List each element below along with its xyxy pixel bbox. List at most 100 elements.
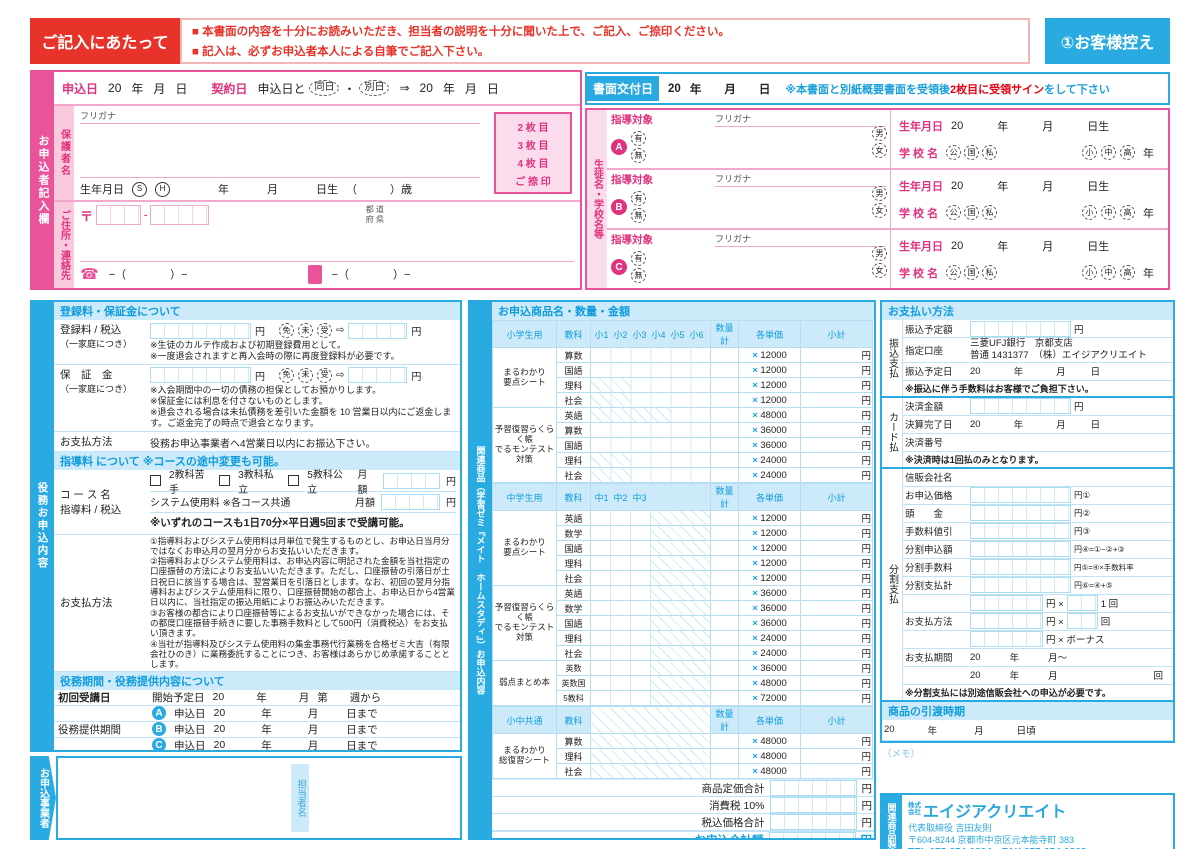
qty-total-cell[interactable] xyxy=(710,690,739,706)
qty-total-cell[interactable] xyxy=(710,585,739,601)
birth-year-field[interactable]: 年 xyxy=(997,120,1009,133)
qty-total-cell[interactable] xyxy=(710,392,739,408)
grade-qty-cells[interactable] xyxy=(590,540,711,556)
exempt-option[interactable]: 免 xyxy=(279,367,294,383)
qty-total-cell[interactable] xyxy=(710,437,739,453)
grade-qty-cells[interactable] xyxy=(590,555,711,571)
qty-total-cell[interactable] xyxy=(710,377,739,393)
inst-discount-field[interactable] xyxy=(970,523,1071,540)
contract-year-field[interactable]: 年 xyxy=(442,81,455,96)
female-option[interactable]: 女 xyxy=(872,263,887,278)
inst-method-count-1[interactable] xyxy=(1066,595,1098,612)
subtotal-cell[interactable]: 円 xyxy=(800,585,873,601)
qty-total-cell[interactable] xyxy=(710,347,739,363)
inst-fee-field[interactable] xyxy=(970,559,1071,576)
apply-year-field[interactable]: 年 xyxy=(131,81,144,96)
guardian-birth-day[interactable]: 日生 xyxy=(316,184,338,196)
qty-total-cell[interactable] xyxy=(710,540,739,556)
qty-total-cell[interactable] xyxy=(710,407,739,423)
different-day-option[interactable]: 別日 xyxy=(359,80,390,96)
guardian-birth-month[interactable]: 月 xyxy=(267,184,278,196)
course-3subject-checkbox[interactable] xyxy=(219,475,231,486)
received-option[interactable]: 受 xyxy=(317,367,332,383)
qty-total-cell[interactable] xyxy=(710,733,739,749)
birth-year-field[interactable]: 年 xyxy=(997,180,1009,193)
level-elementary-option[interactable]: 小 xyxy=(1082,145,1097,160)
female-option[interactable]: 女 xyxy=(872,203,887,218)
subtotal-cell[interactable]: 円 xyxy=(800,690,873,706)
male-option[interactable]: 男 xyxy=(872,186,887,201)
subtotal-cell[interactable]: 円 xyxy=(800,377,873,393)
exempt-option[interactable]: 免 xyxy=(279,323,294,338)
period-year-field[interactable]: 年 xyxy=(261,723,272,736)
subtotal-cell[interactable]: 円 xyxy=(800,422,873,438)
school-private-option[interactable]: 私 xyxy=(982,145,998,160)
subtotal-cell[interactable]: 円 xyxy=(800,525,873,541)
apply-day-field[interactable]: 日 xyxy=(175,81,188,96)
school-public-option[interactable]: 公 xyxy=(946,205,962,220)
delivery-year-field[interactable]: 年 xyxy=(927,725,938,737)
tax-field[interactable] xyxy=(769,797,857,813)
postal-code-field-2[interactable] xyxy=(150,205,210,225)
grade-qty-cells[interactable] xyxy=(590,525,711,541)
grade-qty-cells[interactable] xyxy=(590,510,711,526)
grade-qty-cells[interactable] xyxy=(590,422,711,438)
start-year-field[interactable]: 年 xyxy=(256,691,267,704)
card-day-field[interactable]: 日 xyxy=(1090,420,1101,432)
period-year-field[interactable]: 年 xyxy=(261,707,272,720)
qty-total-cell[interactable] xyxy=(710,660,739,676)
era-showa-option[interactable]: S xyxy=(132,181,147,197)
bank-month-field[interactable]: 月 xyxy=(1056,367,1066,379)
qty-total-cell[interactable] xyxy=(710,452,739,468)
grade-qty-cells[interactable] xyxy=(590,690,711,706)
tax-total-field[interactable] xyxy=(769,814,857,830)
subtotal-cell[interactable]: 円 xyxy=(800,392,873,408)
inst-price-field[interactable] xyxy=(970,487,1071,504)
grade-qty-cells[interactable] xyxy=(590,362,711,378)
level-elementary-option[interactable]: 小 xyxy=(1082,205,1097,220)
postal-code-field-1[interactable] xyxy=(96,205,142,225)
grade-qty-cells[interactable] xyxy=(590,467,711,483)
start-month-field[interactable]: 月 xyxy=(298,691,310,704)
subtotal-cell[interactable]: 円 xyxy=(800,362,873,378)
contract-month-field[interactable]: 月 xyxy=(464,81,477,96)
qty-total-cell[interactable] xyxy=(710,675,739,691)
delivery-month-field[interactable]: 月 xyxy=(974,725,984,737)
target-no-option[interactable]: 無 xyxy=(631,268,646,283)
inst-p2-year[interactable]: 年 xyxy=(1009,671,1020,683)
deposit-amount-field[interactable] xyxy=(150,367,251,383)
subtotal-cell[interactable]: 円 xyxy=(800,748,873,764)
birth-year-field[interactable]: 年 xyxy=(997,240,1009,253)
inst-method-field-3[interactable] xyxy=(970,631,1043,648)
grade-qty-cells[interactable] xyxy=(590,675,711,691)
guardian-name-field[interactable] xyxy=(80,124,480,177)
bank-day-field[interactable]: 日 xyxy=(1090,367,1101,379)
target-yes-option[interactable]: 有 xyxy=(631,251,646,266)
qty-total-cell[interactable] xyxy=(710,467,739,483)
inst-method-field-1[interactable] xyxy=(970,595,1043,612)
grade-qty-cells[interactable] xyxy=(590,452,711,468)
grade-qty-cells[interactable] xyxy=(590,392,711,408)
period-year-field[interactable]: 年 xyxy=(261,739,272,750)
grade-qty-cells[interactable] xyxy=(590,377,711,393)
level-high-option[interactable]: 高 xyxy=(1120,205,1135,220)
grade-qty-cells[interactable] xyxy=(590,615,711,631)
course-2subject-checkbox[interactable] xyxy=(150,475,161,486)
issue-month-field[interactable]: 月 xyxy=(724,83,736,96)
grade-qty-cells[interactable] xyxy=(590,645,711,661)
subtotal-cell[interactable]: 円 xyxy=(800,733,873,749)
target-yes-option[interactable]: 有 xyxy=(631,191,646,206)
inst-p2-month[interactable]: 月 xyxy=(1048,671,1058,683)
subtotal-cell[interactable]: 円 xyxy=(800,615,873,631)
level-junior-option[interactable]: 中 xyxy=(1101,205,1116,220)
qty-total-cell[interactable] xyxy=(710,748,739,764)
grade-qty-cells[interactable] xyxy=(590,630,711,646)
grade-qty-cells[interactable] xyxy=(590,763,711,779)
grand-total-field[interactable] xyxy=(768,832,856,838)
grade-qty-cells[interactable] xyxy=(590,407,711,423)
contract-day-field[interactable]: 日 xyxy=(486,81,499,96)
grade-field[interactable]: 年 xyxy=(1143,147,1154,160)
inst-p2-times[interactable]: 回 xyxy=(1153,671,1163,683)
grade-qty-cells[interactable] xyxy=(590,600,711,616)
birth-day-field[interactable]: 日生 xyxy=(1087,240,1110,253)
